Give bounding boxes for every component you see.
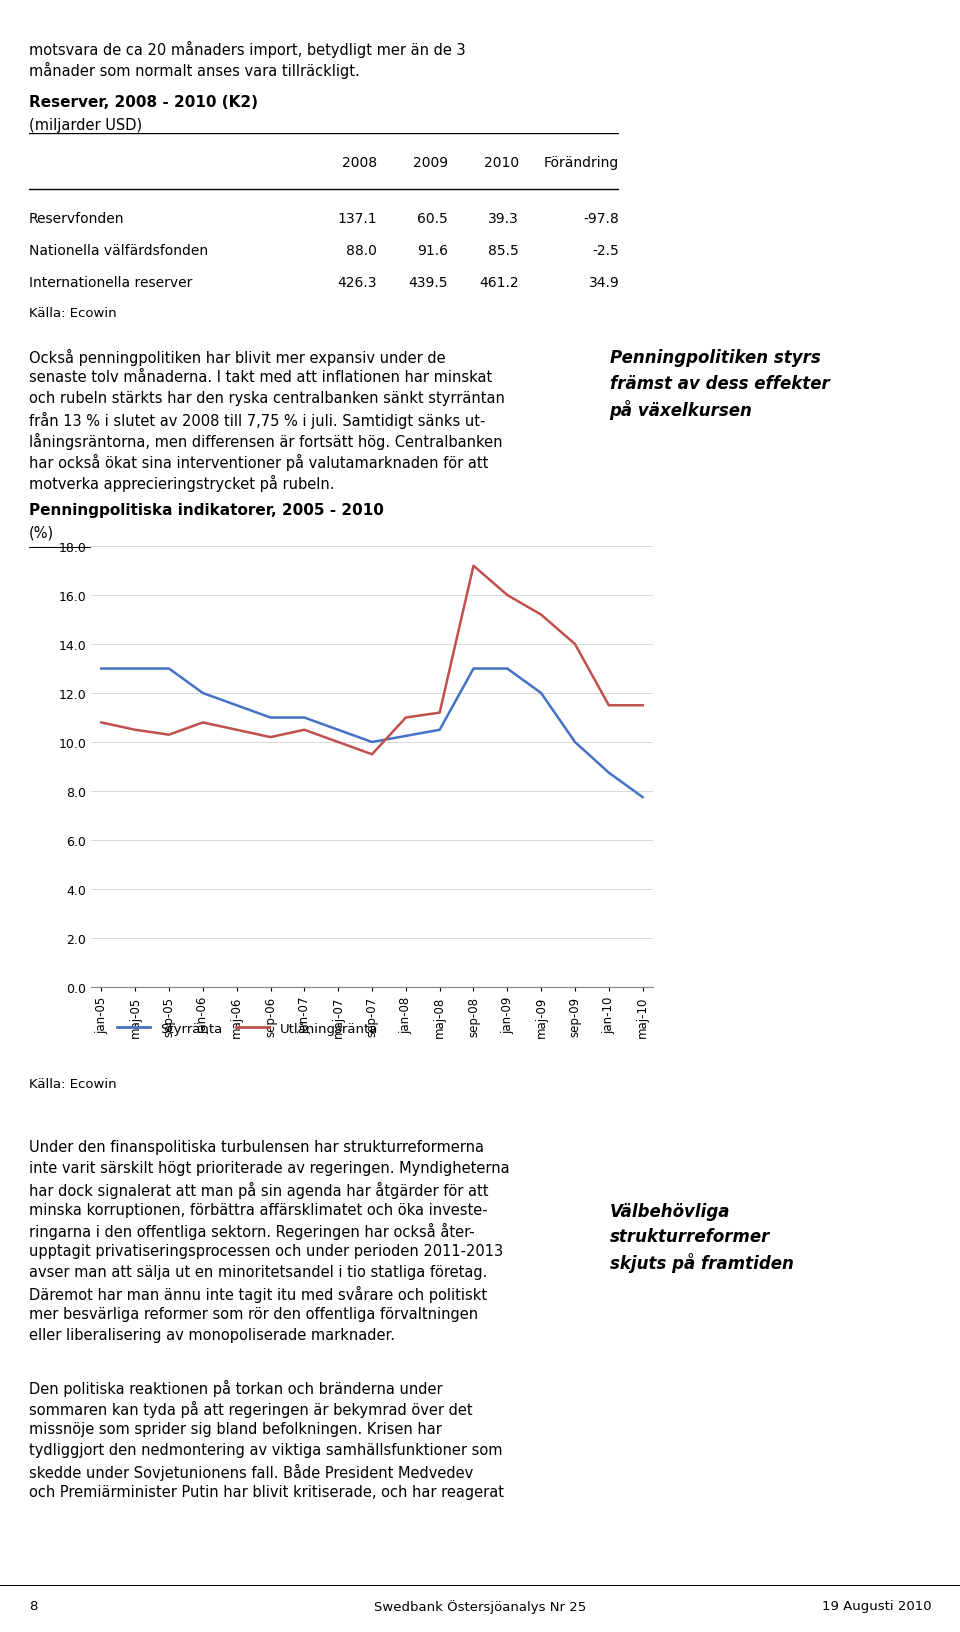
Text: har dock signalerat att man på sin agenda har åtgärder för att: har dock signalerat att man på sin agend…	[29, 1182, 489, 1198]
Text: har också ökat sina interventioner på valutamarknaden för att: har också ökat sina interventioner på va…	[29, 454, 489, 470]
Text: mer besvärliga reformer som rör den offentliga förvaltningen: mer besvärliga reformer som rör den offe…	[29, 1306, 478, 1322]
Text: 461.2: 461.2	[479, 276, 518, 289]
Text: sommaren kan tyda på att regeringen är bekymrad över det: sommaren kan tyda på att regeringen är b…	[29, 1400, 472, 1417]
Text: tydliggjort den nedmontering av viktiga samhällsfunktioner som: tydliggjort den nedmontering av viktiga …	[29, 1443, 502, 1457]
Text: senaste tolv månaderna. I takt med att inflationen har minskat: senaste tolv månaderna. I takt med att i…	[29, 370, 492, 385]
Text: och Premiärminister Putin har blivit kritiserade, och har reagerat: och Premiärminister Putin har blivit kri…	[29, 1483, 504, 1498]
Text: skjuts på framtiden: skjuts på framtiden	[610, 1252, 794, 1273]
Text: 426.3: 426.3	[338, 276, 377, 289]
Text: 85.5: 85.5	[488, 243, 518, 258]
Text: och rubeln stärkts har den ryska centralbanken sänkt styrräntan: och rubeln stärkts har den ryska central…	[29, 392, 505, 406]
Text: skedde under Sovjetunionens fall. Både President Medvedev: skedde under Sovjetunionens fall. Både P…	[29, 1462, 473, 1480]
Text: inte varit särskilt högt prioriterade av regeringen. Myndigheterna: inte varit särskilt högt prioriterade av…	[29, 1160, 510, 1175]
Text: på växelkursen: på växelkursen	[610, 400, 753, 419]
Text: 439.5: 439.5	[409, 276, 448, 289]
Text: upptagit privatiseringsprocessen och under perioden 2011-2013: upptagit privatiseringsprocessen och und…	[29, 1244, 503, 1258]
Text: 137.1: 137.1	[338, 212, 377, 225]
Text: Den politiska reaktionen på torkan och bränderna under: Den politiska reaktionen på torkan och b…	[29, 1379, 443, 1397]
Text: missnöje som sprider sig bland befolkningen. Krisen har: missnöje som sprider sig bland befolknin…	[29, 1421, 442, 1436]
Text: 60.5: 60.5	[418, 212, 448, 225]
Text: Nationella välfärdsfonden: Nationella välfärdsfonden	[29, 243, 208, 258]
Text: Under den finanspolitiska turbulensen har strukturreformerna: Under den finanspolitiska turbulensen ha…	[29, 1139, 484, 1154]
Text: Välbehövliga: Välbehövliga	[610, 1201, 731, 1219]
Text: 34.9: 34.9	[588, 276, 619, 289]
Text: motverka apprecieringstrycket på rubeln.: motverka apprecieringstrycket på rubeln.	[29, 475, 334, 491]
Text: 88.0: 88.0	[347, 243, 377, 258]
Text: ringarna i den offentliga sektorn. Regeringen har också åter-: ringarna i den offentliga sektorn. Reger…	[29, 1222, 474, 1240]
Text: 2009: 2009	[413, 155, 448, 170]
Text: Däremot har man ännu inte tagit itu med svårare och politiskt: Däremot har man ännu inte tagit itu med …	[29, 1286, 487, 1302]
Text: Källa: Ecowin: Källa: Ecowin	[29, 307, 116, 320]
Text: låningsräntorna, men differensen är fortsätt hög. Centralbanken: låningsräntorna, men differensen är fort…	[29, 432, 502, 450]
Text: 2008: 2008	[342, 155, 377, 170]
Text: månader som normalt anses vara tillräckligt.: månader som normalt anses vara tillräckl…	[29, 62, 360, 78]
Text: Förändring: Förändring	[544, 155, 619, 170]
Text: 39.3: 39.3	[488, 212, 518, 225]
Text: från 13 % i slutet av 2008 till 7,75 % i juli. Samtidigt sänks ut-: från 13 % i slutet av 2008 till 7,75 % i…	[29, 411, 485, 429]
Text: minska korruptionen, förbättra affärsklimatet och öka investe-: minska korruptionen, förbättra affärskli…	[29, 1201, 488, 1217]
Text: avser man att sälja ut en minoritetsandel i tio statliga företag.: avser man att sälja ut en minoritetsande…	[29, 1265, 487, 1279]
Text: Också penningpolitiken har blivit mer expansiv under de: Också penningpolitiken har blivit mer ex…	[29, 349, 445, 366]
Legend: Styrränta, Utlåningsränta: Styrränta, Utlåningsränta	[117, 1022, 378, 1035]
Text: Penningpolitiken styrs: Penningpolitiken styrs	[610, 349, 821, 367]
Text: motsvara de ca 20 månaders import, betydligt mer än de 3: motsvara de ca 20 månaders import, betyd…	[29, 41, 466, 57]
Text: främst av dess effekter: främst av dess effekter	[610, 374, 829, 393]
Text: -2.5: -2.5	[592, 243, 619, 258]
Text: Internationella reserver: Internationella reserver	[29, 276, 192, 289]
Text: (miljarder USD): (miljarder USD)	[29, 118, 142, 132]
Text: Reservfonden: Reservfonden	[29, 212, 124, 225]
Text: Reserver, 2008 - 2010 (K2): Reserver, 2008 - 2010 (K2)	[29, 95, 258, 109]
Text: Penningpolitiska indikatorer, 2005 - 2010: Penningpolitiska indikatorer, 2005 - 201…	[29, 503, 384, 517]
Text: eller liberalisering av monopoliserade marknader.: eller liberalisering av monopoliserade m…	[29, 1327, 395, 1342]
Text: 19 Augusti 2010: 19 Augusti 2010	[822, 1599, 931, 1612]
Text: Swedbank Östersjöanalys Nr 25: Swedbank Östersjöanalys Nr 25	[373, 1599, 587, 1614]
Text: 2010: 2010	[484, 155, 518, 170]
Text: strukturreformer: strukturreformer	[610, 1227, 770, 1245]
Text: 91.6: 91.6	[417, 243, 448, 258]
Text: -97.8: -97.8	[584, 212, 619, 225]
Text: (%): (%)	[29, 526, 54, 540]
Text: 8: 8	[29, 1599, 37, 1612]
Text: Källa: Ecowin: Källa: Ecowin	[29, 1077, 116, 1090]
